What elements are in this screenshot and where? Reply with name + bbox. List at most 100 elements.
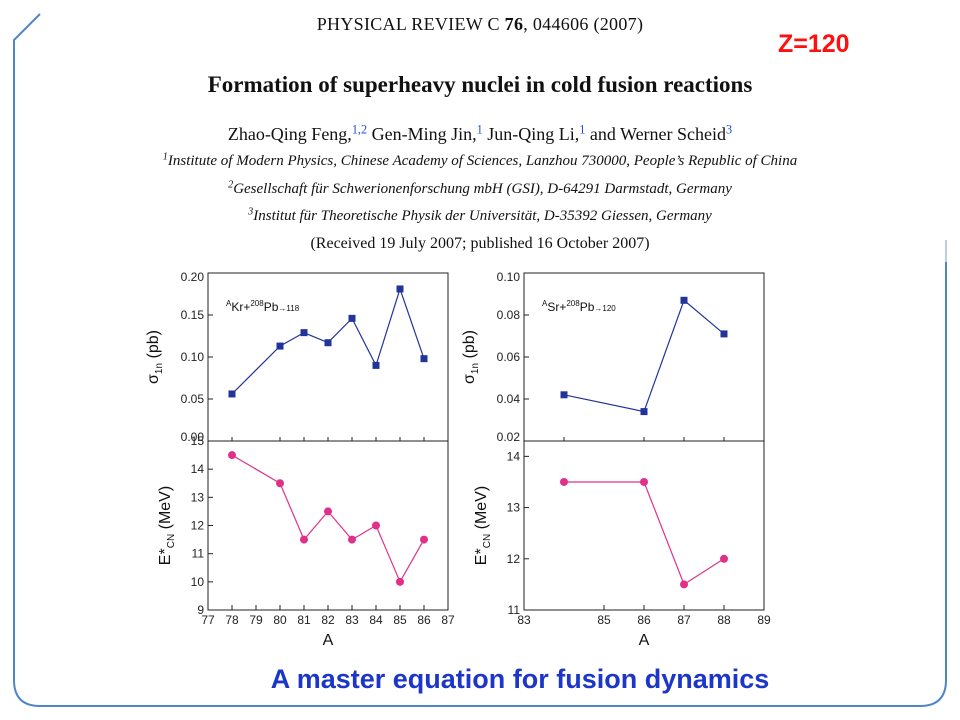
- reaction-target-mass: 208: [566, 299, 580, 308]
- series-line: [231, 287, 425, 395]
- affiliation-2: 2Gesellschaft für Schwerionenforschung m…: [228, 179, 732, 197]
- data-point: [228, 390, 236, 398]
- publication-dates: (Received 19 July 2007; published 16 Oct…: [310, 235, 650, 252]
- y-tick-label: 0.15: [181, 308, 205, 322]
- y-tick-label: 0.00: [181, 430, 205, 444]
- data-point: [324, 507, 332, 516]
- y-axis-unit: (MeV): [473, 486, 490, 534]
- data-point: [396, 285, 404, 293]
- x-tick-label: 80: [273, 613, 287, 627]
- x-tick-label: 83: [517, 613, 531, 627]
- y-tick-label: 0.06: [497, 350, 521, 364]
- reaction-projectile: Sr+: [547, 300, 566, 314]
- data-point: [680, 296, 688, 304]
- paper-title: Formation of superheavy nuclei in cold f…: [207, 72, 753, 97]
- chart-panel-bottom-right: 11 12 13 14 83 85 86 87 88 89 A E*CN (MeV): [473, 440, 771, 649]
- plot-frame: [207, 440, 449, 611]
- data-point: [560, 477, 568, 486]
- affiliation-number: 1: [162, 151, 168, 163]
- data-point: [276, 342, 284, 350]
- y-axis-unit: (pb): [145, 330, 162, 363]
- author-list: Zhao-Qing Feng,1,2 Gen-Ming Jin,1 Jun-Qi…: [0, 122, 960, 145]
- data-point: [396, 577, 404, 586]
- author-name: Gen-Ming Jin,: [371, 124, 477, 144]
- y-tick-label: 15: [191, 434, 205, 448]
- y-tick-label: 0.10: [497, 270, 521, 284]
- y-tick-label: 13: [191, 490, 205, 504]
- reaction-arrow: →: [278, 304, 286, 313]
- reaction-mass-number: A: [226, 299, 232, 308]
- data-point: [560, 391, 568, 399]
- x-tick-label: 85: [597, 613, 611, 627]
- x-tick-label: 89: [757, 613, 771, 627]
- y-axis-symbol: E*: [473, 548, 490, 565]
- reaction-mass-number: A: [542, 299, 548, 308]
- x-tick-label: 87: [677, 613, 691, 627]
- journal-citation: PHYSICAL REVIEW C 76, 044606 (2007): [316, 14, 644, 34]
- affiliation-1: 1Institute of Modern Physics, Chinese Ac…: [162, 151, 798, 169]
- reaction-target: Pb: [264, 300, 279, 314]
- y-tick-label: 0.04: [497, 392, 521, 406]
- y-tick-label: 0.05: [181, 392, 205, 406]
- author-affiliation-ref: 3: [726, 122, 733, 137]
- x-tick-label: 77: [201, 613, 215, 627]
- author-affiliation-ref: 1,2: [351, 122, 368, 137]
- slide-caption: A master equation for fusion dynamics: [270, 664, 770, 694]
- y-axis-title: E*CN (MeV): [473, 486, 493, 565]
- affiliation-number: 2: [228, 179, 234, 191]
- y-tick-label: 11: [508, 603, 521, 617]
- reaction-target-mass: 208: [250, 299, 264, 308]
- data-point: [680, 580, 688, 589]
- series-line: [564, 481, 725, 586]
- y-axis-subscript: 1n: [154, 363, 165, 374]
- plot-frame: [523, 440, 765, 611]
- plot-frame: [523, 272, 765, 442]
- plot-frame: [207, 272, 449, 442]
- y-tick-label: 14: [191, 462, 205, 476]
- y-axis-symbol: σ: [145, 374, 162, 384]
- y-tick-label: 14: [507, 449, 521, 463]
- affiliation-number: 3: [248, 206, 254, 218]
- chart-panel-bottom-left: 9 10 11 12 13 14 15 77 78 79 80 81 82 83 84 85 86 87 A E*CN…: [157, 434, 455, 649]
- data-point: [348, 314, 356, 322]
- data-point: [300, 329, 308, 337]
- x-axis-title: A: [323, 632, 334, 649]
- chart-panel-top-left: 0.00 0.05 0.10 0.15 0.20 σ1n (pb) AKr+208Pb→11…: [145, 270, 449, 444]
- x-tick-label: 86: [417, 613, 431, 627]
- x-tick-label: 87: [441, 613, 455, 627]
- data-point: [228, 451, 236, 460]
- x-tick-label: 85: [393, 613, 407, 627]
- data-point: [640, 408, 648, 416]
- y-axis-unit: (MeV): [157, 486, 174, 534]
- reaction-label: ASr+208Pb→120: [542, 299, 616, 314]
- y-axis-symbol: E*: [157, 548, 174, 565]
- y-axis-subscript: 1n: [470, 363, 481, 374]
- author-name: Zhao-Qing Feng,: [227, 124, 352, 144]
- y-axis-title: E*CN (MeV): [157, 486, 177, 565]
- y-axis-title: σ1n (pb): [145, 330, 165, 384]
- data-point: [276, 479, 284, 488]
- reaction-label: AKr+208Pb→118: [226, 299, 300, 314]
- author-affiliation-ref: 1: [579, 122, 586, 137]
- author-name: and Werner Scheid: [589, 124, 727, 144]
- series-line: [231, 454, 425, 584]
- data-point: [640, 477, 648, 486]
- chart-panel-top-right: 0.02 0.04 0.06 0.08 0.10 σ1n (pb) ASr+208Pb→12…: [461, 270, 765, 444]
- data-point: [372, 521, 380, 530]
- y-axis-subscript: CN: [482, 534, 493, 548]
- data-point: [420, 355, 428, 363]
- y-tick-label: 12: [507, 552, 521, 566]
- y-tick-label: 0.02: [497, 430, 521, 444]
- reaction-arrow: →: [594, 304, 602, 313]
- y-tick-label: 0.10: [181, 350, 205, 364]
- y-tick-label: 9: [197, 603, 204, 617]
- y-axis-symbol: σ: [461, 374, 478, 384]
- series-line: [563, 299, 725, 413]
- y-axis-title: σ1n (pb): [461, 330, 481, 384]
- data-point: [348, 535, 356, 544]
- x-tick-label: 81: [297, 613, 311, 627]
- y-axis-unit: (pb): [461, 330, 478, 363]
- x-tick-label: 86: [637, 613, 651, 627]
